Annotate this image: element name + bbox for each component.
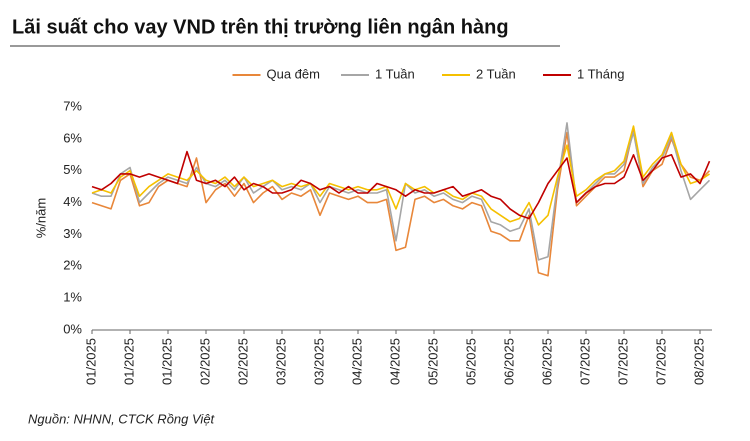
legend-label: 2 Tuần <box>476 66 516 81</box>
source-note: Nguồn: NHNN, CTCK Rồng Việt <box>28 411 216 426</box>
x-tick-label: 07/2025 <box>653 338 668 385</box>
x-tick-label: 07/2025 <box>615 338 630 385</box>
legend-label: Qua đêm <box>267 66 320 81</box>
x-tick-label: 06/2025 <box>501 338 516 385</box>
y-tick-label: 0% <box>63 321 82 336</box>
series-line <box>91 122 711 261</box>
y-tick-label: 1% <box>63 290 82 305</box>
x-tick-label: 08/2025 <box>691 338 706 385</box>
x-tick-label: 03/2025 <box>311 338 326 385</box>
x-tick-label: 05/2025 <box>425 338 440 385</box>
y-tick-label: 5% <box>63 162 82 177</box>
x-tick-label: 01/2025 <box>121 338 136 385</box>
x-tick-label: 05/2025 <box>463 338 478 385</box>
y-tick-label: 3% <box>63 226 82 241</box>
series-line <box>91 150 711 220</box>
x-tick-label: 06/2025 <box>539 338 554 385</box>
series-line <box>91 128 711 277</box>
legend-label: 1 Tháng <box>577 66 624 81</box>
legend-label: 1 Tuần <box>375 66 415 81</box>
x-tick-label: 07/2025 <box>577 338 592 385</box>
y-axis-label: %/năm <box>33 198 48 238</box>
x-tick-label: 01/2025 <box>83 338 98 385</box>
y-tick-label: 7% <box>63 98 82 113</box>
x-tick-label: 02/2025 <box>235 338 250 385</box>
x-tick-label: 02/2025 <box>197 338 212 385</box>
x-tick-label: 04/2025 <box>387 338 402 385</box>
y-tick-label: 6% <box>63 130 82 145</box>
chart-title: Lãi suất cho vay VND trên thị trường liê… <box>12 16 509 38</box>
x-tick-label: 03/2025 <box>273 338 288 385</box>
x-tick-label: 01/2025 <box>159 338 174 385</box>
series-line <box>91 125 710 226</box>
y-tick-label: 4% <box>63 194 82 209</box>
x-tick-label: 04/2025 <box>349 338 364 385</box>
y-tick-label: 2% <box>63 258 82 273</box>
